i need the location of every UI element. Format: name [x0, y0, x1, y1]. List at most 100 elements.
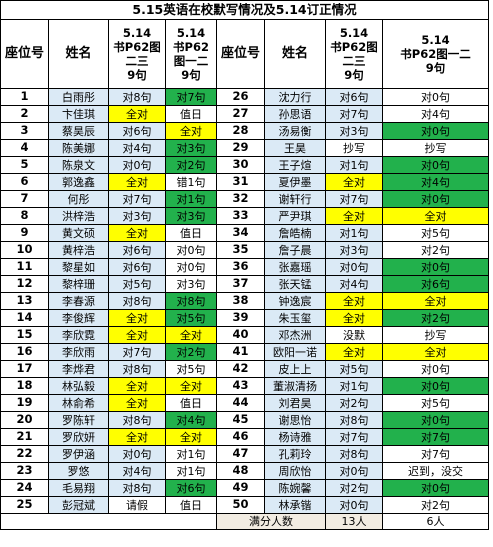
score-cell-col3[interactable]: 对3句: [325, 241, 383, 259]
seat-number[interactable]: 49: [216, 479, 265, 497]
student-name[interactable]: 詹皓楠: [264, 224, 326, 242]
score-cell-col4[interactable]: 对7句: [382, 445, 489, 463]
seat-number[interactable]: 19: [0, 394, 49, 412]
score-cell-col2[interactable]: 对6句: [165, 479, 217, 497]
student-name[interactable]: 黎星如: [48, 258, 109, 276]
score-cell-col4[interactable]: 对2句: [382, 241, 489, 259]
student-name[interactable]: 黄文硕: [48, 224, 109, 242]
student-name[interactable]: 毛易翔: [48, 479, 109, 497]
score-cell-col3[interactable]: 对8句: [325, 445, 383, 463]
score-cell-col1[interactable]: 全对: [108, 377, 166, 395]
score-cell-col4[interactable]: 对2句: [382, 496, 489, 514]
student-name[interactable]: 洪梓浩: [48, 207, 109, 225]
seat-number[interactable]: 42: [216, 360, 265, 378]
student-name[interactable]: 罗欣妍: [48, 428, 109, 446]
summary-count-col4[interactable]: 6人: [382, 513, 489, 530]
score-cell-col4[interactable]: 对4句: [382, 173, 489, 191]
header-name-left[interactable]: 姓名: [48, 19, 109, 89]
score-cell-col2[interactable]: 对0句: [165, 258, 217, 276]
student-name[interactable]: 林弘毅: [48, 377, 109, 395]
seat-number[interactable]: 27: [216, 105, 265, 123]
student-name[interactable]: 林承锴: [264, 496, 326, 514]
seat-number[interactable]: 36: [216, 258, 265, 276]
score-cell-col4[interactable]: 对7句: [382, 428, 489, 446]
seat-number[interactable]: 21: [0, 428, 49, 446]
score-cell-col1[interactable]: 全对: [108, 105, 166, 123]
score-cell-col1[interactable]: 全对: [108, 428, 166, 446]
student-name[interactable]: 李俊辉: [48, 309, 109, 327]
score-cell-col4[interactable]: 对0句: [382, 190, 489, 208]
score-cell-col4[interactable]: 对2句: [382, 309, 489, 327]
score-cell-col2[interactable]: 对2句: [165, 343, 217, 361]
seat-number[interactable]: 34: [216, 224, 265, 242]
score-cell-col4[interactable]: 对5句: [382, 394, 489, 412]
score-cell-col4[interactable]: 抄写: [382, 139, 489, 157]
score-cell-col3[interactable]: 对8句: [325, 411, 383, 429]
seat-number[interactable]: 44: [216, 394, 265, 412]
score-cell-col4[interactable]: 全对: [382, 207, 489, 225]
score-cell-col2[interactable]: 全对: [165, 428, 217, 446]
seat-number[interactable]: 41: [216, 343, 265, 361]
score-cell-col1[interactable]: 全对: [108, 394, 166, 412]
score-cell-col1[interactable]: 对5句: [108, 275, 166, 293]
student-name[interactable]: 郭逸鑫: [48, 173, 109, 191]
score-cell-col2[interactable]: 对5句: [165, 360, 217, 378]
score-cell-col3[interactable]: 对7句: [325, 428, 383, 446]
score-cell-col1[interactable]: 对4句: [108, 462, 166, 480]
seat-number[interactable]: 12: [0, 275, 49, 293]
score-cell-col2[interactable]: 对7句: [165, 88, 217, 106]
score-cell-col2[interactable]: 全对: [165, 122, 217, 140]
summary-count-col3[interactable]: 13人: [325, 513, 383, 530]
score-cell-col4[interactable]: 抄写: [382, 326, 489, 344]
score-cell-col3[interactable]: 全对: [325, 207, 383, 225]
seat-number[interactable]: 11: [0, 258, 49, 276]
score-cell-col1[interactable]: 对8句: [108, 360, 166, 378]
score-cell-col2[interactable]: 全对: [165, 326, 217, 344]
score-cell-col1[interactable]: 对8句: [108, 479, 166, 497]
score-cell-col1[interactable]: 对3句: [108, 207, 166, 225]
score-cell-col2[interactable]: 全对: [165, 377, 217, 395]
score-cell-col3[interactable]: 抄写: [325, 139, 383, 157]
score-cell-col1[interactable]: 全对: [108, 224, 166, 242]
score-cell-col1[interactable]: 对4句: [108, 139, 166, 157]
seat-number[interactable]: 3: [0, 122, 49, 140]
score-cell-col1[interactable]: 全对: [108, 326, 166, 344]
score-cell-col3[interactable]: 对2句: [325, 394, 383, 412]
seat-number[interactable]: 32: [216, 190, 265, 208]
score-cell-col1[interactable]: 对0句: [108, 156, 166, 174]
score-cell-col3[interactable]: 对0句: [325, 496, 383, 514]
student-name[interactable]: 张天锰: [264, 275, 326, 293]
score-cell-col1[interactable]: 对8句: [108, 411, 166, 429]
seat-number[interactable]: 24: [0, 479, 49, 497]
seat-number[interactable]: 35: [216, 241, 265, 259]
score-cell-col4[interactable]: 对4句: [382, 105, 489, 123]
seat-number[interactable]: 15: [0, 326, 49, 344]
student-name[interactable]: 朱玉玺: [264, 309, 326, 327]
seat-number[interactable]: 5: [0, 156, 49, 174]
summary-label[interactable]: 满分人数: [216, 513, 326, 530]
score-cell-col4[interactable]: 对0句: [382, 411, 489, 429]
score-cell-col3[interactable]: 对6句: [325, 88, 383, 106]
seat-number[interactable]: 45: [216, 411, 265, 429]
seat-number[interactable]: 29: [216, 139, 265, 157]
student-name[interactable]: 谢轩行: [264, 190, 326, 208]
seat-number[interactable]: 14: [0, 309, 49, 327]
student-name[interactable]: 谢思怡: [264, 411, 326, 429]
score-cell-col3[interactable]: 全对: [325, 292, 383, 310]
student-name[interactable]: 李欣霓: [48, 326, 109, 344]
student-name[interactable]: 周欣怡: [264, 462, 326, 480]
score-cell-col2[interactable]: 对1句: [165, 190, 217, 208]
student-name[interactable]: 杨诗雅: [264, 428, 326, 446]
score-cell-col1[interactable]: 对8句: [108, 88, 166, 106]
student-name[interactable]: 夏伊墨: [264, 173, 326, 191]
score-cell-col1[interactable]: 对0句: [108, 445, 166, 463]
seat-number[interactable]: 43: [216, 377, 265, 395]
seat-number[interactable]: 20: [0, 411, 49, 429]
score-cell-col2[interactable]: 对2句: [165, 156, 217, 174]
student-name[interactable]: 陈婉馨: [264, 479, 326, 497]
student-name[interactable]: 邓杰洲: [264, 326, 326, 344]
seat-number[interactable]: 22: [0, 445, 49, 463]
header-col1[interactable]: 5.14 书P62图 二三 9句: [108, 19, 166, 89]
score-cell-col3[interactable]: 对5句: [325, 360, 383, 378]
score-cell-col1[interactable]: 全对: [108, 173, 166, 191]
